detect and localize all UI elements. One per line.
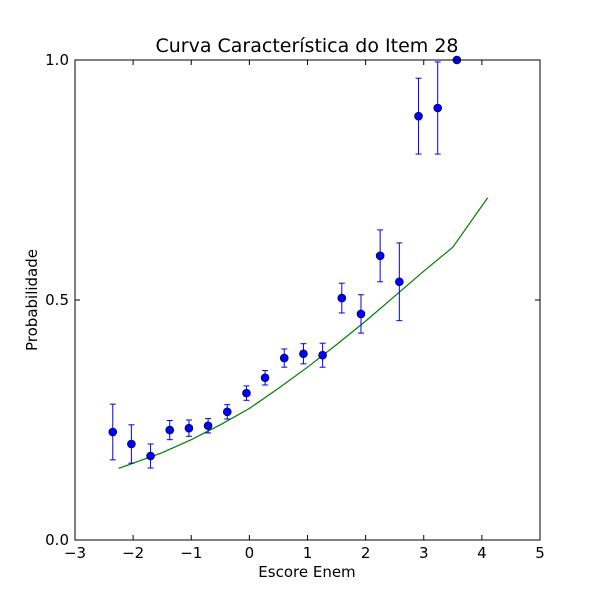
data-point (318, 350, 327, 360)
plot-area (108, 55, 489, 470)
data-point (279, 353, 289, 363)
x-tick-label: 0 (245, 544, 255, 562)
plot-frame (74, 59, 541, 541)
data-point (184, 423, 194, 433)
data-point (165, 425, 175, 435)
data-point (395, 277, 404, 287)
x-tick-label: 3 (419, 544, 429, 562)
y-tick-label: 0.0 (45, 531, 69, 549)
x-tick-label: 2 (361, 544, 371, 562)
data-point (146, 451, 155, 461)
data-point (260, 373, 270, 383)
x-tick-label: 5 (535, 544, 545, 562)
fitted-curve-line (118, 197, 489, 470)
data-point (414, 111, 423, 121)
data-point (356, 309, 366, 319)
data-point (299, 349, 308, 359)
x-tick-label: 1 (303, 544, 313, 562)
y-axis-label: Probabilidade (23, 249, 41, 351)
data-point (242, 388, 251, 398)
data-point (337, 293, 347, 303)
y-tick-label: 0.5 (45, 291, 69, 309)
data-point (375, 251, 385, 261)
chart-title: Curva Característica do Item 28 (155, 35, 458, 57)
x-tick-label: −2 (122, 544, 144, 562)
data-point (222, 407, 232, 417)
y-tick-label: 1.0 (45, 51, 69, 69)
data-point (108, 427, 118, 437)
data-point (127, 439, 136, 449)
data-point (433, 103, 443, 113)
x-axis-label: Escore Enem (258, 563, 355, 581)
x-tick-label: 4 (477, 544, 487, 562)
data-point (203, 421, 213, 431)
x-tick-label: −3 (64, 544, 86, 562)
x-tick-label: −1 (180, 544, 202, 562)
